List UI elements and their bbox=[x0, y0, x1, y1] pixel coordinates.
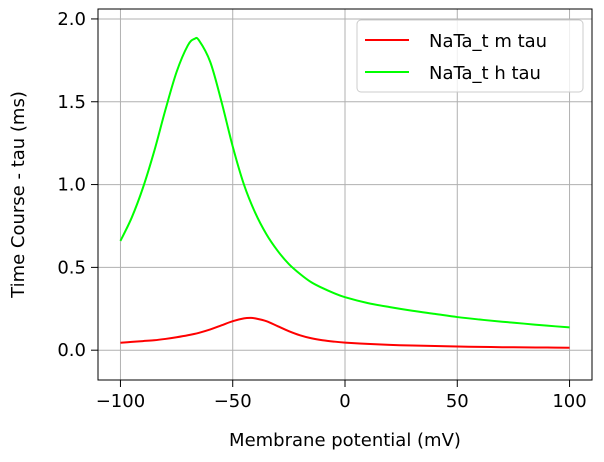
y-tick-label: 1.0 bbox=[57, 175, 86, 196]
y-tick-label: 2.0 bbox=[57, 9, 86, 30]
x-tick-label: 50 bbox=[446, 391, 469, 412]
grid bbox=[98, 9, 592, 380]
legend-label-m-tau: NaTa_t m tau bbox=[429, 31, 547, 52]
y-tick-label: 0.0 bbox=[57, 340, 86, 361]
series-line-m-tau bbox=[120, 316, 570, 349]
legend-box bbox=[356, 19, 584, 93]
x-axis-label: Membrane potential (mV) bbox=[229, 430, 461, 451]
legend: NaTa_t m tau NaTa_t h tau bbox=[356, 19, 584, 93]
series-line-h-tau bbox=[119, 36, 570, 329]
x-tick-label: 0 bbox=[339, 391, 350, 412]
x-tick-label: −100 bbox=[96, 391, 145, 412]
x-tick-label: −50 bbox=[214, 391, 252, 412]
y-tick-label: 0.5 bbox=[57, 257, 86, 278]
x-axis-ticks: −100 −50 0 50 100 bbox=[96, 380, 587, 412]
y-tick-label: 1.5 bbox=[57, 92, 86, 113]
y-axis-ticks: 0.0 0.5 1.0 1.5 2.0 bbox=[57, 9, 98, 361]
series-layer bbox=[119, 36, 570, 349]
legend-label-h-tau: NaTa_t h tau bbox=[429, 63, 541, 84]
y-axis-label: Time Course - tau (ms) bbox=[8, 91, 29, 299]
x-tick-label: 100 bbox=[552, 391, 586, 412]
